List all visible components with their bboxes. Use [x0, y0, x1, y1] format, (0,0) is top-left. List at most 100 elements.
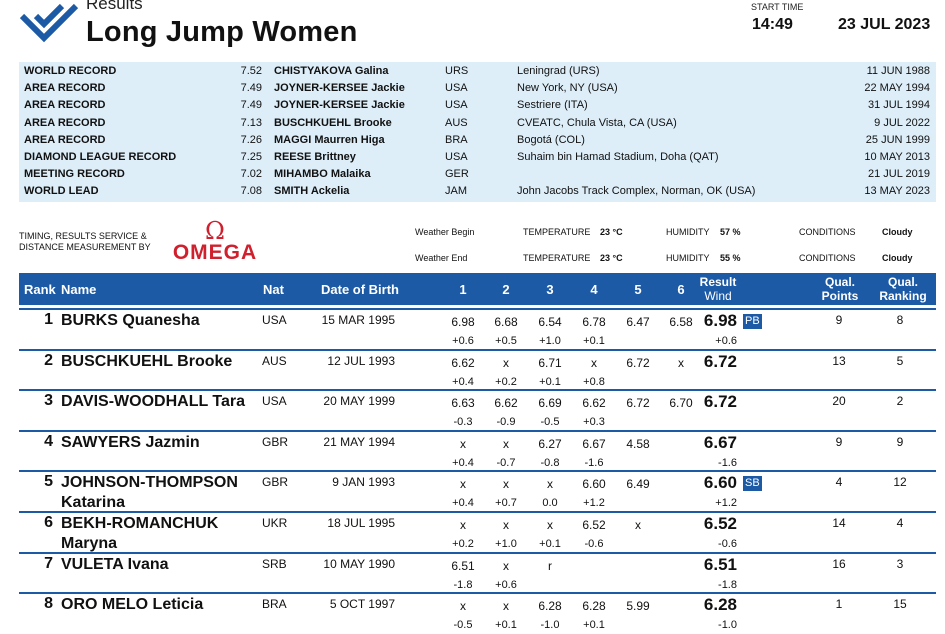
omega-logo: Ω OMEGA — [170, 217, 260, 264]
qual-points-cell: 13 — [832, 353, 846, 368]
attempt-cell: x — [678, 355, 684, 370]
record-type: MEETING RECORD — [24, 168, 125, 181]
record-date: 10 MAY 2013 — [864, 151, 930, 163]
attempt-cell: x — [460, 599, 466, 614]
attempt-wind-cell: -0.5 — [540, 416, 560, 429]
attempt-cell: x — [591, 355, 597, 370]
record-row: AREA RECORD 7.13 BUSCHKUEHL Brooke AUS CVEAT… — [19, 115, 936, 132]
result-wind-cell: +0.6 — [715, 335, 737, 347]
record-badge: SB — [743, 476, 762, 492]
athlete-name-line1: DAVIS-WOODHALL Tara — [61, 393, 246, 411]
attempt-wind-cell: +1.0 — [495, 538, 517, 550]
record-row: WORLD LEAD 7.08 SMITH Ackelia JAM John Jacob… — [19, 183, 936, 200]
weather-begin-humidity: 57 % — [720, 227, 741, 237]
dob-cell: 20 MAY 1999 — [323, 394, 395, 409]
nat-cell: SRB — [262, 556, 287, 571]
omega-symbol-icon: Ω — [205, 217, 225, 245]
weather-end-temp-label: TEMPERATURE — [523, 253, 591, 263]
record-type: WORLD LEAD — [24, 185, 99, 198]
record-holder: MAGGI Maurren Higa — [274, 133, 385, 146]
result-cell: 6.98 — [703, 311, 737, 330]
record-venue: John Jacobs Track Complex, Norman, OK (U… — [517, 185, 756, 198]
attempt-cell: 6.72 — [626, 355, 650, 370]
record-nat: GER — [445, 168, 469, 181]
attempt-cell: 6.78 — [582, 315, 606, 329]
qual-ranking-cell: 12 — [893, 475, 907, 490]
qual-points-cell: 20 — [832, 394, 846, 409]
record-mark: 7.25 — [240, 151, 262, 163]
result-cell: 6.52 — [703, 514, 737, 533]
attempt-cell: x — [547, 518, 553, 532]
attempt-wind-cell: -0.5 — [453, 619, 473, 632]
attempt-cell: r — [548, 558, 552, 573]
result-wind-cell: -1.0 — [718, 619, 737, 632]
athlete-name: VULETA Ivana — [61, 555, 169, 575]
attempt-cell: x — [635, 518, 641, 532]
attempt-wind-cell: +0.8 — [583, 375, 605, 388]
attempt-cell: 6.58 — [669, 315, 693, 329]
attempt-wind-cell: -1.0 — [540, 619, 560, 632]
dob-cell: 10 MAY 1990 — [323, 556, 395, 571]
rank-cell: 5 — [44, 473, 53, 491]
weather-begin-temp-label: TEMPERATURE — [523, 227, 591, 237]
record-nat: AUS — [445, 116, 468, 129]
record-date: 31 JUL 1994 — [868, 99, 930, 112]
attempt-wind-cell: +0.1 — [583, 335, 605, 347]
record-date: 13 MAY 2023 — [864, 185, 930, 198]
diamond-league-logo-icon — [19, 3, 79, 43]
record-mark: 7.49 — [240, 99, 262, 112]
result-wind-cell: +1.2 — [715, 497, 737, 510]
omega-wordmark: OMEGA — [172, 241, 258, 264]
record-holder: CHISTYAKOVA Galina — [274, 65, 389, 77]
header-attempt-3: 3 — [546, 282, 554, 297]
timing-label-line2: DISTANCE MEASUREMENT BY — [19, 242, 151, 252]
weather-end-temp: 23 °C — [600, 253, 623, 263]
timing-label-line1: TIMING, RESULTS SERVICE & — [19, 231, 147, 241]
header-attempt-2: 2 — [502, 282, 510, 297]
table-row: 5 JOHNSON-THOMPSON Katarina GBR 9 JAN 1993 x +… — [19, 470, 936, 512]
attempt-cell: 6.51 — [451, 558, 475, 573]
qual-ranking-cell: 4 — [896, 516, 904, 530]
athlete-name: DAVIS-WOODHALL Tara — [61, 392, 245, 412]
athlete-name: JOHNSON-THOMPSON Katarina — [61, 473, 238, 513]
weather-end-humidity: 55 % — [720, 253, 741, 263]
record-row: AREA RECORD 7.26 MAGGI Maurren Higa BRA Bogo… — [19, 132, 936, 149]
records-table: WORLD RECORD 7.52 CHISTYAKOVA Galina URS Len… — [19, 62, 936, 202]
qual-ranking-cell: 15 — [893, 597, 907, 612]
record-date: 21 JUL 2019 — [868, 168, 930, 181]
header-qual-points-2: Points — [821, 289, 859, 303]
table-row: 2 BUSCHKUEHL Brooke AUS 12 JUL 1993 6.62 +0.4… — [19, 348, 936, 391]
attempt-cell: 6.52 — [582, 518, 606, 532]
record-type: AREA RECORD — [24, 82, 106, 95]
record-type: DIAMOND LEAGUE RECORD — [24, 151, 177, 163]
record-nat: JAM — [445, 185, 467, 198]
weather-end-label: Weather End — [415, 253, 468, 263]
rank-cell: 6 — [44, 514, 53, 531]
attempt-cell: x — [503, 477, 509, 492]
attempt-wind-cell: +0.1 — [539, 375, 561, 388]
qual-points-cell: 16 — [832, 556, 846, 571]
header-qual-points-1: Qual. — [824, 275, 855, 289]
attempt-cell: 6.71 — [538, 355, 562, 370]
qual-ranking-cell: 3 — [896, 556, 904, 571]
rank-cell: 2 — [44, 351, 53, 369]
table-row: 3 DAVIS-WOODHALL Tara USA 20 MAY 1999 6.63 -0… — [19, 389, 936, 431]
header-dob: Date of Birth — [321, 282, 399, 297]
athlete-name-line1: VULETA Ivana — [61, 555, 169, 573]
weather-begin-label: Weather Begin — [415, 227, 475, 237]
athlete-name: BUSCHKUEHL Brooke — [61, 352, 232, 372]
record-holder: SMITH Ackelia — [274, 185, 350, 198]
attempt-wind-cell: -1.6 — [584, 456, 604, 469]
athlete-name-line2: Maryna — [61, 535, 118, 552]
attempt-wind-cell: -0.3 — [453, 416, 473, 429]
result-wind-cell: -0.6 — [718, 538, 737, 550]
record-type: AREA RECORD — [24, 133, 106, 146]
attempt-wind-cell: +0.4 — [452, 497, 474, 510]
attempt-cell: 6.27 — [538, 436, 562, 451]
header-attempt-4: 4 — [590, 282, 598, 297]
event-title: Long Jump Women — [86, 16, 358, 48]
attempt-cell: 6.69 — [538, 396, 562, 411]
attempt-cell: 5.99 — [626, 599, 650, 614]
record-row: MEETING RECORD 7.02 MIHAMBO Malaika GER 21 J… — [19, 166, 936, 183]
athlete-name-line1: BUSCHKUEHL Brooke — [61, 352, 233, 370]
